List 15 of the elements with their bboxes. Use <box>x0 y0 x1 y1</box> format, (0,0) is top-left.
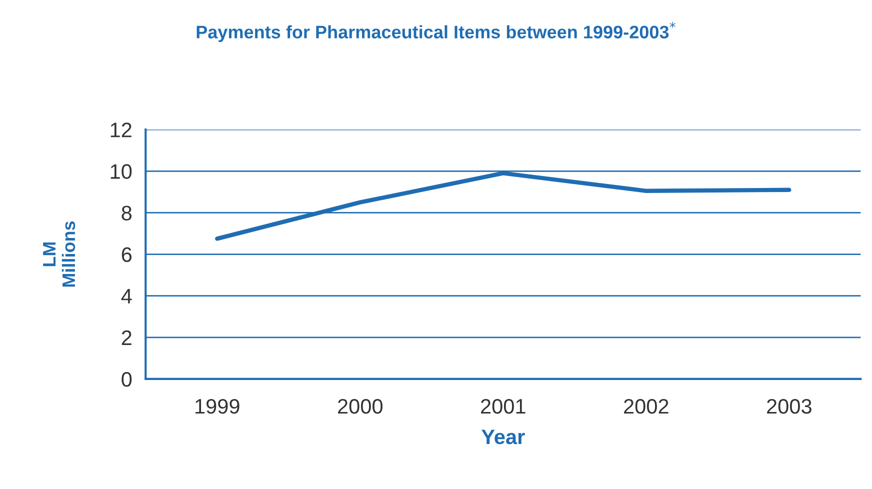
y-tick-label: 12 <box>110 122 132 138</box>
y-tick-label: 0 <box>122 372 132 387</box>
x-tick-label: 2003 <box>767 398 812 414</box>
x-tick-label: 1999 <box>196 398 240 414</box>
chart-title: Payments for Pharmaceutical Items between 1999-2003$^{*}$ <box>196 22 676 42</box>
x-tick-label: 2001 <box>481 398 526 414</box>
y-axis-title: LM Millions <box>43 221 76 287</box>
y-tick-label: 8 <box>122 206 132 220</box>
y-tick-label: 10 <box>110 164 132 179</box>
x-tick-label: 2002 <box>624 398 668 414</box>
y-tick-label: 2 <box>122 330 132 345</box>
x-tick-label: 2000 <box>338 398 382 414</box>
y-tick-label: 4 <box>121 289 132 304</box>
x-axis-title: Year <box>481 430 525 444</box>
y-tick-label: 6 <box>122 247 132 262</box>
